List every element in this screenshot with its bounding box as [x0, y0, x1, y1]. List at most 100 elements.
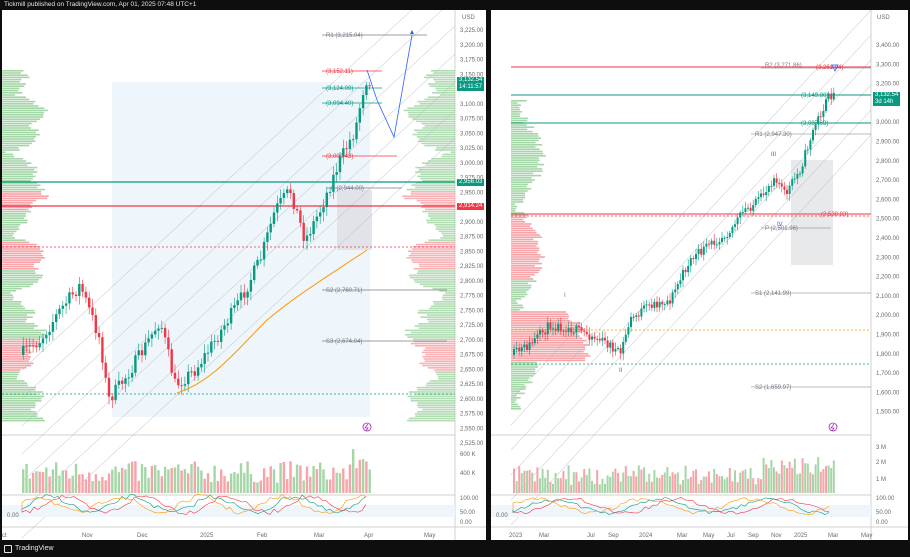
volume-bar	[302, 480, 305, 493]
volume-profile-bar	[416, 386, 455, 389]
volume-profile-bar	[411, 259, 455, 261]
right-chart-canvas[interactable]: R2 (3,271.86) (3,261.04) (3,149.80) (3,007.…	[491, 10, 908, 540]
volume-profile-bar	[435, 87, 455, 90]
candle	[676, 284, 679, 290]
volume-bar	[679, 484, 682, 493]
volume-profile-bar	[2, 307, 26, 310]
candle	[682, 269, 684, 281]
volume-profile-bar	[441, 232, 455, 235]
pivot-level-label: (3,149.80)	[801, 93, 828, 99]
price-tick: 3,025.00	[460, 146, 484, 152]
volume-bar	[94, 474, 97, 493]
volume-profile-bar	[2, 279, 39, 281]
volume-profile-bar	[442, 153, 455, 156]
volume-bar	[559, 478, 562, 493]
volume-profile-bar	[2, 76, 30, 79]
volume-profile-bar	[411, 184, 455, 186]
volume-profile-bar	[511, 260, 539, 263]
volume-profile-bar	[511, 309, 520, 311]
candle	[206, 352, 210, 354]
volume-profile-bar	[2, 142, 32, 145]
candle	[687, 265, 690, 273]
footer: TradingView	[0, 541, 910, 557]
volume-profile-bar	[420, 173, 455, 175]
volume-profile-bar	[2, 246, 40, 248]
volume-bar	[773, 467, 775, 493]
volume-profile-bar	[2, 83, 26, 85]
volume-profile-bar	[433, 72, 455, 74]
volume-profile-bar	[2, 340, 39, 343]
volume-bar	[196, 466, 200, 493]
left-chart-panel[interactable]: R1 (3,215.04) (3,152.11) (3,124.09) (3,094.…	[2, 10, 486, 540]
price-tick: 3,075.00	[460, 117, 484, 123]
volume-profile-bar	[435, 371, 455, 373]
volume-profile-bar	[2, 193, 42, 195]
volume-profile-bar	[2, 127, 32, 129]
volume-bar	[348, 464, 352, 493]
pivot-level-label: (3,124.09)	[326, 86, 353, 92]
volume-bar	[64, 470, 68, 493]
volume-profile-bar	[511, 234, 540, 236]
pivot-level-label: S2 (1,659.97)	[755, 385, 791, 391]
candle	[147, 338, 150, 343]
volume-bar	[111, 469, 114, 493]
volume-bar	[783, 465, 786, 493]
volume-bar	[822, 469, 825, 493]
candle	[708, 243, 710, 245]
volume-bar	[661, 474, 664, 493]
candle	[233, 305, 236, 308]
volume-profile-bar	[2, 153, 14, 156]
volume-profile-bar	[511, 166, 538, 168]
candle	[48, 331, 51, 336]
volume-profile-bar	[418, 138, 455, 140]
time-tick: Sep	[608, 533, 619, 539]
volume-profile-bar	[2, 191, 42, 193]
volume-profile-bar	[435, 81, 455, 83]
volume-profile-bar	[2, 162, 32, 164]
price-tick: 2,300.00	[876, 255, 900, 261]
candle	[689, 258, 692, 266]
volume-profile-bar	[511, 194, 526, 197]
candle	[702, 246, 705, 255]
volume-profile-bar	[424, 98, 455, 101]
volume-profile-bar	[2, 298, 14, 301]
volume-profile-bar	[417, 140, 455, 142]
volume-profile-bar	[2, 155, 15, 158]
volume-profile-bar	[2, 329, 47, 332]
candle	[653, 301, 656, 308]
volume-bar	[22, 469, 25, 493]
candle	[786, 189, 788, 194]
pivot-level-label: S3 (2,674.04)	[326, 339, 362, 345]
volume-bar	[272, 469, 276, 493]
volume-profile-bar	[511, 408, 521, 410]
volume-profile-bar	[511, 221, 526, 223]
volume-profile-bar	[511, 370, 536, 373]
candle	[780, 183, 783, 187]
volume-profile-bar	[2, 336, 45, 338]
candle	[312, 221, 315, 235]
volume-profile-bar	[2, 116, 44, 118]
volume-profile-bar	[2, 81, 20, 83]
volume-bar	[585, 474, 588, 493]
volume-bar	[223, 476, 226, 493]
candle	[546, 322, 549, 335]
candle	[710, 240, 713, 245]
volume-profile-bar	[511, 397, 521, 399]
left-chart-canvas[interactable]: R1 (3,215.04) (3,152.11) (3,124.09) (3,094.…	[2, 10, 486, 540]
candle	[541, 330, 544, 333]
lightning-event-icon[interactable]	[362, 422, 372, 432]
candle	[812, 129, 814, 141]
volume-profile-bar	[408, 391, 455, 393]
candle	[637, 315, 640, 317]
lightning-event-icon[interactable]	[828, 422, 838, 432]
volume-profile-bar	[442, 294, 455, 296]
osc-tick: 100.00	[460, 496, 479, 502]
candle	[721, 237, 723, 243]
current-price-tag: 3,132.54 14:11:57	[457, 77, 485, 91]
candle	[193, 371, 196, 376]
candle	[814, 124, 817, 130]
osc-line	[512, 497, 830, 515]
time-tick: 2023	[509, 533, 523, 539]
right-chart-panel[interactable]: R2 (3,271.86) (3,261.04) (3,149.80) (3,007.…	[491, 10, 908, 540]
volume-profile-bar	[421, 122, 455, 125]
